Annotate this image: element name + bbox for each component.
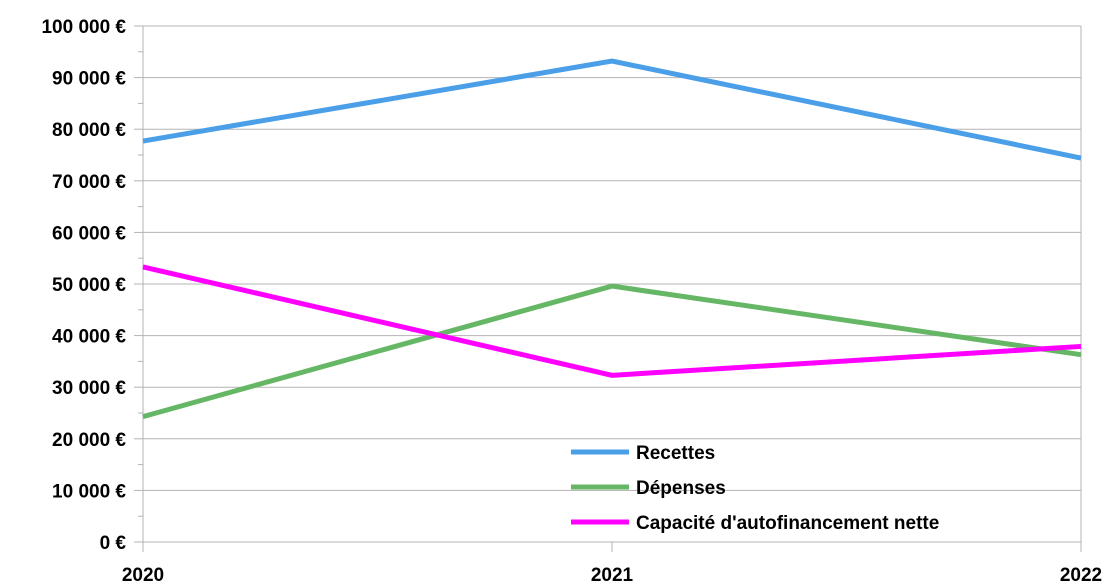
- legend-label: Capacité d'autofinancement nette: [636, 513, 939, 534]
- y-tick-label: 60 000 €: [52, 223, 126, 244]
- y-tick-label: 40 000 €: [52, 327, 126, 348]
- legend-label: Recettes: [636, 443, 715, 464]
- series-line-0: [142, 58, 1082, 161]
- x-tick-label: 2021: [591, 565, 634, 585]
- series-line-2: [142, 264, 1082, 378]
- y-tick-label: 70 000 €: [52, 172, 126, 193]
- y-tick-label: 80 000 €: [52, 120, 126, 141]
- y-tick-label: 50 000 €: [52, 275, 126, 296]
- x-axis-tick-labels: 2020 2021 2022: [122, 565, 1102, 585]
- y-tick-label: 20 000 €: [52, 430, 126, 451]
- axes: [134, 25, 1082, 552]
- legend-label: Dépenses: [636, 478, 726, 499]
- y-tick-label: 90 000 €: [52, 69, 126, 90]
- x-tick-label: 2020: [122, 565, 164, 585]
- y-axis-tick-labels: 0 € 10 000 € 20 000 € 30 000 € 40 000 € 50 00…: [41, 17, 126, 554]
- x-tick-label: 2022: [1060, 565, 1102, 585]
- legend: Recettes Dépenses Capacité d'autofinanceme…: [571, 443, 939, 534]
- y-tick-label: 100 000 €: [41, 17, 126, 38]
- y-tick-label: 10 000 €: [52, 481, 126, 502]
- y-tick-label: 0 €: [100, 533, 127, 554]
- y-tick-label: 30 000 €: [52, 378, 126, 399]
- series-line-1: [142, 283, 1082, 420]
- series-lines: [142, 58, 1082, 420]
